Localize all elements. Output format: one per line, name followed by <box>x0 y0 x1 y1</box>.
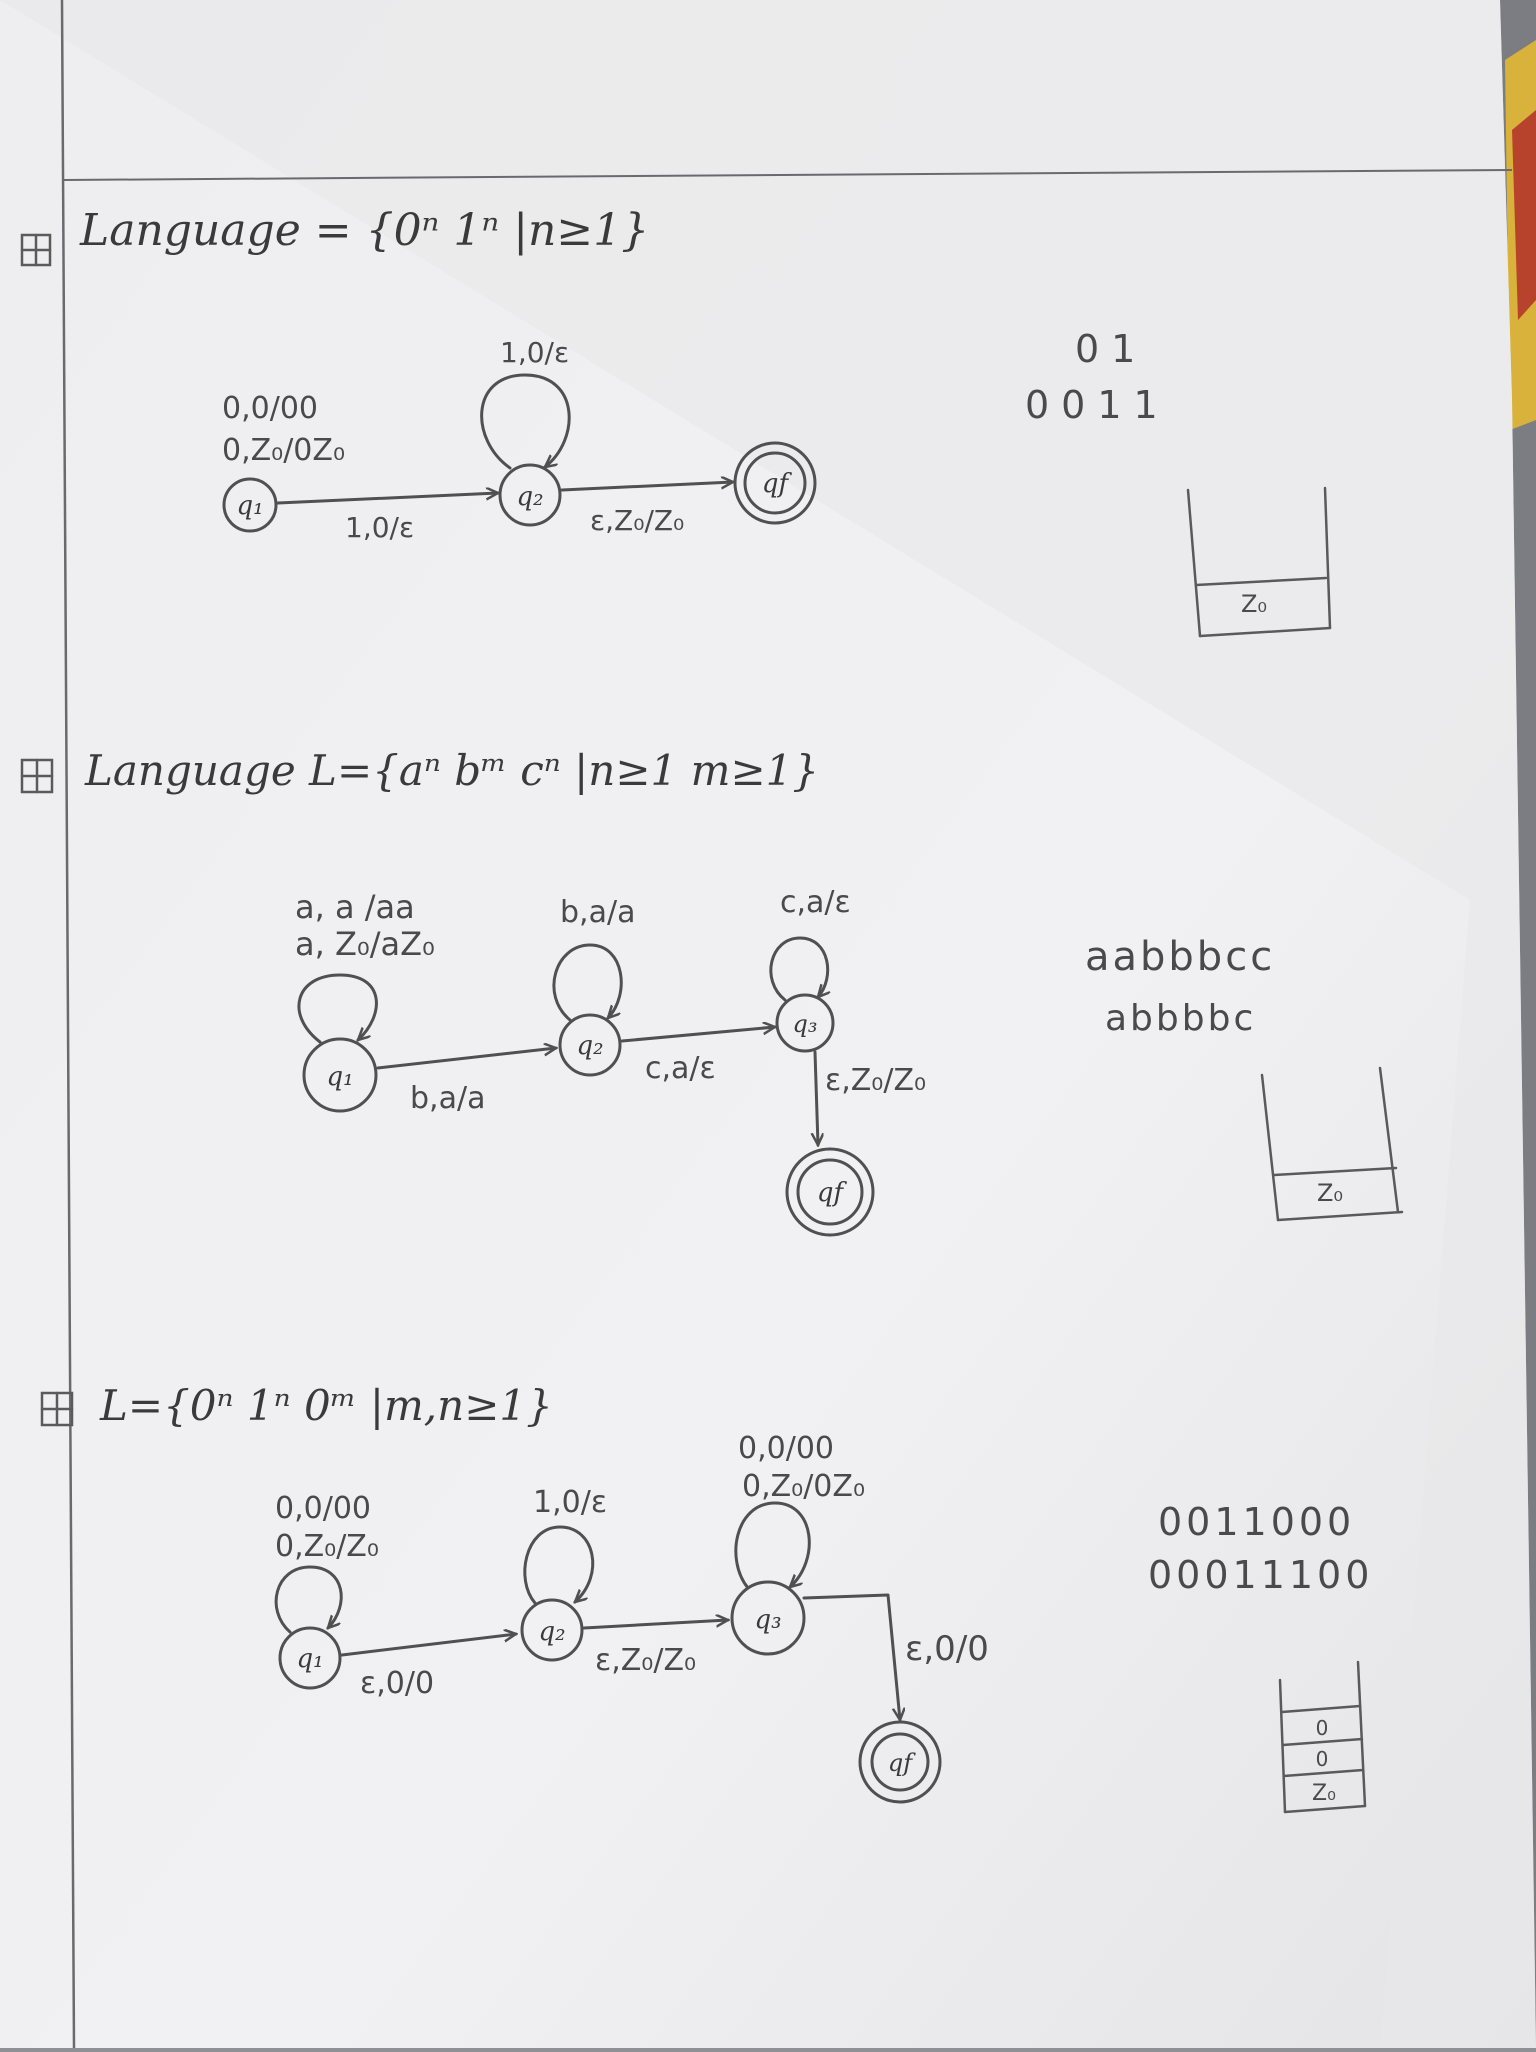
edge-q2-q3-label: c,a/ε <box>645 1051 716 1086</box>
state-q1 <box>222 477 278 533</box>
state-q2-label: q₂ <box>516 482 543 512</box>
edge-q1-q2-label: b,a/a <box>410 1081 485 1116</box>
loop-q3 <box>769 936 828 1002</box>
q3-loop-label-1: 0,0/00 <box>738 1431 834 1466</box>
loop-q1 <box>297 973 378 1044</box>
q3-loop-label-2: 0,Z₀/0Z₀ <box>742 1469 865 1504</box>
loop-q3 <box>734 1501 811 1590</box>
example-2: abbbbc <box>1105 998 1256 1039</box>
example-2: 00011100 <box>1148 1553 1373 1597</box>
stack-item: Z₀ <box>1317 1179 1343 1207</box>
state-qf-label: qf <box>817 1178 848 1208</box>
loop-q2 <box>523 1525 595 1605</box>
edge-q1-q2 <box>340 1634 516 1657</box>
edge-q1-q2 <box>276 493 498 505</box>
margin-line <box>60 0 76 2049</box>
edge-q3-qf-label: ε,0/0 <box>905 1629 989 1669</box>
state-qf <box>743 451 807 515</box>
state-q3-label: q₃ <box>754 1605 781 1635</box>
loop-q2-label: b,a/a <box>560 895 635 930</box>
state-q1-label: q₁ <box>296 1644 323 1674</box>
edge-q1-q2-label: ε,0/0 <box>360 1666 434 1701</box>
q1-loop-label-2: 0,Z₀/Z₀ <box>275 1529 379 1564</box>
state-q3 <box>730 1580 806 1656</box>
state-q2-label: q₂ <box>538 1617 565 1647</box>
q1-loop-label-2: a, Z₀/aZ₀ <box>295 925 435 963</box>
example-1: 0011000 <box>1158 1500 1355 1544</box>
stack-item: Z₀ <box>1241 590 1267 618</box>
example-2: 0011 <box>1025 383 1170 427</box>
problem-1: Language = {0ⁿ 1ⁿ |n≥1} q₁ q₂ qf 0,0/00 … <box>20 205 1332 638</box>
state-qf-label: qf <box>888 1749 916 1777</box>
state-q1-label: q₁ <box>326 1062 353 1092</box>
red-object <box>1512 110 1536 320</box>
stack-item: 0 <box>1316 1716 1329 1740</box>
q1-loop-label-1: a, a /aa <box>295 888 415 926</box>
edge-q3-qf-label: ε,Z₀/Z₀ <box>825 1063 926 1098</box>
loop-q1 <box>274 1565 343 1634</box>
loop-q2-label: 1,0/ε <box>533 1485 607 1520</box>
loop-q3-label: c,a/ε <box>780 885 851 920</box>
state-q2-label: q₂ <box>576 1031 603 1061</box>
stack-diagram: Z₀ <box>1186 486 1332 638</box>
state-qf-outer <box>785 1147 875 1237</box>
edge-q2-q3 <box>620 1027 775 1043</box>
state-q3-label: q₃ <box>793 1010 818 1038</box>
state-qf <box>796 1158 864 1226</box>
q1-loop-label-1: 0,0/00 <box>275 1491 371 1526</box>
stack-item: 0 <box>1316 1747 1329 1771</box>
q1-loop-label-2: 0,Z₀/0Z₀ <box>222 433 345 468</box>
example-1: 01 <box>1075 327 1147 371</box>
problem-3: L={0ⁿ 1ⁿ 0ᵐ |m,n≥1} q₁ q₂ q₃ qf 0,0/00 0… <box>40 1381 1373 1814</box>
loop-q2 <box>480 373 571 470</box>
edge-q1-q2-label: 1,0/ε <box>345 511 414 544</box>
state-q2 <box>520 1598 584 1662</box>
bullet-box-icon <box>40 1391 74 1427</box>
state-qf <box>870 1732 930 1792</box>
state-q2 <box>558 1013 622 1077</box>
edge-q2-q3-label: ε,Z₀/Z₀ <box>595 1643 696 1678</box>
loop-q2 <box>552 943 623 1022</box>
problem-title: Language = {0ⁿ 1ⁿ |n≥1} <box>79 205 649 256</box>
state-q1-label: q₁ <box>236 491 263 521</box>
problem-title: L={0ⁿ 1ⁿ 0ᵐ |m,n≥1} <box>99 1381 553 1430</box>
edge-q3-qf <box>802 1593 900 1720</box>
loop-q2-label: 1,0/ε <box>500 336 569 369</box>
stack-diagram: Z₀ <box>1260 1066 1404 1222</box>
state-q1 <box>302 1037 378 1113</box>
edge-q3-qf <box>815 1050 818 1145</box>
state-qf-label: qf <box>762 469 793 499</box>
q1-loop-label-1: 0,0/00 <box>222 391 318 426</box>
bullet-box-icon <box>20 233 52 267</box>
edge-q2-qf <box>560 482 733 492</box>
edge-q1-q2 <box>376 1048 556 1070</box>
header-line <box>63 169 1513 181</box>
stack-item: Z₀ <box>1312 1781 1336 1806</box>
edge-q2-q3 <box>582 1620 728 1630</box>
state-q1 <box>278 1626 342 1690</box>
edge-q2-qf-label: ε,Z₀/Z₀ <box>590 504 684 537</box>
problem-title: Language L={aⁿ bᵐ cⁿ |n≥1 m≥1} <box>84 746 819 795</box>
problem-2: Language L={aⁿ bᵐ cⁿ |n≥1 m≥1} q₁ q₂ q₃ … <box>20 746 1404 1237</box>
stack-diagram: 0 0 Z₀ <box>1278 1660 1367 1814</box>
example-1: aabbbcc <box>1085 934 1275 980</box>
bullet-box-icon <box>20 758 54 794</box>
